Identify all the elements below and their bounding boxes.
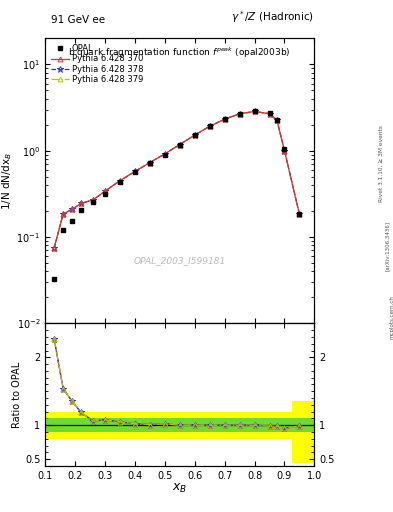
OPAL bbox=[178, 141, 182, 147]
Line: OPAL: OPAL bbox=[52, 109, 302, 281]
X-axis label: $x_B$: $x_B$ bbox=[172, 482, 187, 495]
Y-axis label: 1/N dN/dx$_B$: 1/N dN/dx$_B$ bbox=[0, 152, 14, 210]
OPAL bbox=[61, 227, 66, 233]
OPAL bbox=[118, 179, 122, 185]
Pythia 6.428 370 bbox=[275, 117, 279, 123]
OPAL bbox=[70, 218, 75, 224]
Pythia 6.428 379 bbox=[267, 111, 272, 117]
OPAL bbox=[162, 152, 167, 158]
Pythia 6.428 370 bbox=[132, 168, 137, 175]
Pythia 6.428 379 bbox=[193, 132, 197, 138]
OPAL bbox=[193, 132, 197, 138]
OPAL bbox=[208, 123, 212, 130]
Pythia 6.428 370 bbox=[282, 147, 287, 154]
OPAL bbox=[132, 169, 137, 175]
Pythia 6.428 370 bbox=[208, 123, 212, 130]
OPAL bbox=[275, 117, 279, 123]
Pythia 6.428 378 bbox=[118, 178, 122, 184]
Pythia 6.428 378 bbox=[222, 116, 227, 122]
Pythia 6.428 379 bbox=[61, 211, 66, 217]
Pythia 6.428 370 bbox=[297, 211, 302, 218]
Pythia 6.428 378 bbox=[91, 197, 95, 203]
OPAL bbox=[252, 109, 257, 115]
OPAL bbox=[79, 207, 83, 213]
Pythia 6.428 378 bbox=[275, 117, 279, 123]
Line: Pythia 6.428 379: Pythia 6.428 379 bbox=[52, 109, 302, 250]
Pythia 6.428 379 bbox=[252, 109, 257, 115]
Pythia 6.428 370 bbox=[61, 211, 66, 217]
Y-axis label: Ratio to OPAL: Ratio to OPAL bbox=[12, 361, 22, 428]
Pythia 6.428 378 bbox=[252, 109, 257, 115]
Pythia 6.428 379 bbox=[237, 111, 242, 117]
OPAL bbox=[237, 111, 242, 117]
Pythia 6.428 378 bbox=[208, 123, 212, 130]
Pythia 6.428 379 bbox=[162, 151, 167, 157]
Line: Pythia 6.428 370: Pythia 6.428 370 bbox=[52, 109, 302, 250]
Pythia 6.428 370 bbox=[118, 178, 122, 184]
Pythia 6.428 378 bbox=[103, 188, 107, 194]
Pythia 6.428 378 bbox=[79, 200, 83, 206]
OPAL bbox=[222, 116, 227, 122]
Pythia 6.428 379 bbox=[297, 211, 302, 218]
Pythia 6.428 370 bbox=[267, 111, 272, 117]
Pythia 6.428 370 bbox=[162, 151, 167, 157]
Pythia 6.428 378 bbox=[52, 245, 57, 251]
Pythia 6.428 378 bbox=[61, 211, 66, 217]
OPAL bbox=[282, 146, 287, 152]
OPAL bbox=[52, 275, 57, 282]
Pythia 6.428 379 bbox=[79, 200, 83, 206]
Pythia 6.428 379 bbox=[52, 245, 57, 251]
Text: $\gamma^*/Z$ (Hadronic): $\gamma^*/Z$ (Hadronic) bbox=[231, 9, 314, 25]
Line: Pythia 6.428 378: Pythia 6.428 378 bbox=[51, 109, 303, 251]
Pythia 6.428 370 bbox=[252, 109, 257, 115]
Pythia 6.428 378 bbox=[70, 206, 75, 212]
Pythia 6.428 370 bbox=[79, 200, 83, 206]
Pythia 6.428 370 bbox=[103, 188, 107, 194]
Pythia 6.428 378 bbox=[282, 147, 287, 154]
Pythia 6.428 379 bbox=[103, 188, 107, 194]
Pythia 6.428 370 bbox=[91, 197, 95, 203]
Pythia 6.428 379 bbox=[118, 178, 122, 184]
Pythia 6.428 370 bbox=[147, 159, 152, 165]
Legend: OPAL, Pythia 6.428 370, Pythia 6.428 378, Pythia 6.428 379: OPAL, Pythia 6.428 370, Pythia 6.428 378… bbox=[50, 42, 145, 86]
Pythia 6.428 370 bbox=[237, 111, 242, 117]
Pythia 6.428 378 bbox=[178, 141, 182, 147]
OPAL bbox=[297, 211, 302, 217]
Pythia 6.428 379 bbox=[147, 159, 152, 165]
Pythia 6.428 379 bbox=[222, 116, 227, 122]
Pythia 6.428 370 bbox=[222, 116, 227, 122]
OPAL bbox=[91, 199, 95, 205]
Pythia 6.428 370 bbox=[178, 141, 182, 147]
Text: b quark fragmentation function $f^{peak}$ (opal2003b): b quark fragmentation function $f^{peak}… bbox=[68, 46, 291, 60]
Pythia 6.428 379 bbox=[70, 206, 75, 212]
OPAL bbox=[103, 191, 107, 197]
Pythia 6.428 378 bbox=[267, 111, 272, 117]
Pythia 6.428 378 bbox=[132, 168, 137, 175]
Pythia 6.428 379 bbox=[208, 123, 212, 130]
Pythia 6.428 370 bbox=[193, 132, 197, 138]
OPAL bbox=[267, 110, 272, 116]
Pythia 6.428 370 bbox=[52, 245, 57, 251]
Pythia 6.428 379 bbox=[275, 117, 279, 123]
Pythia 6.428 379 bbox=[91, 197, 95, 203]
Pythia 6.428 378 bbox=[237, 111, 242, 117]
Text: OPAL_2003_I599181: OPAL_2003_I599181 bbox=[134, 256, 226, 265]
Pythia 6.428 378 bbox=[193, 132, 197, 138]
Pythia 6.428 378 bbox=[297, 211, 302, 218]
Pythia 6.428 379 bbox=[282, 147, 287, 154]
Pythia 6.428 370 bbox=[70, 206, 75, 212]
Pythia 6.428 378 bbox=[162, 151, 167, 157]
Text: 91 GeV ee: 91 GeV ee bbox=[51, 14, 105, 25]
Text: Rivet 3.1.10, ≥ 3M events: Rivet 3.1.10, ≥ 3M events bbox=[379, 125, 384, 202]
Pythia 6.428 379 bbox=[178, 141, 182, 147]
Text: mcplots.cern.ch: mcplots.cern.ch bbox=[390, 295, 393, 339]
Pythia 6.428 378 bbox=[147, 159, 152, 165]
Text: [arXiv:1306.3436]: [arXiv:1306.3436] bbox=[385, 221, 389, 271]
OPAL bbox=[147, 160, 152, 166]
Pythia 6.428 379 bbox=[132, 168, 137, 175]
